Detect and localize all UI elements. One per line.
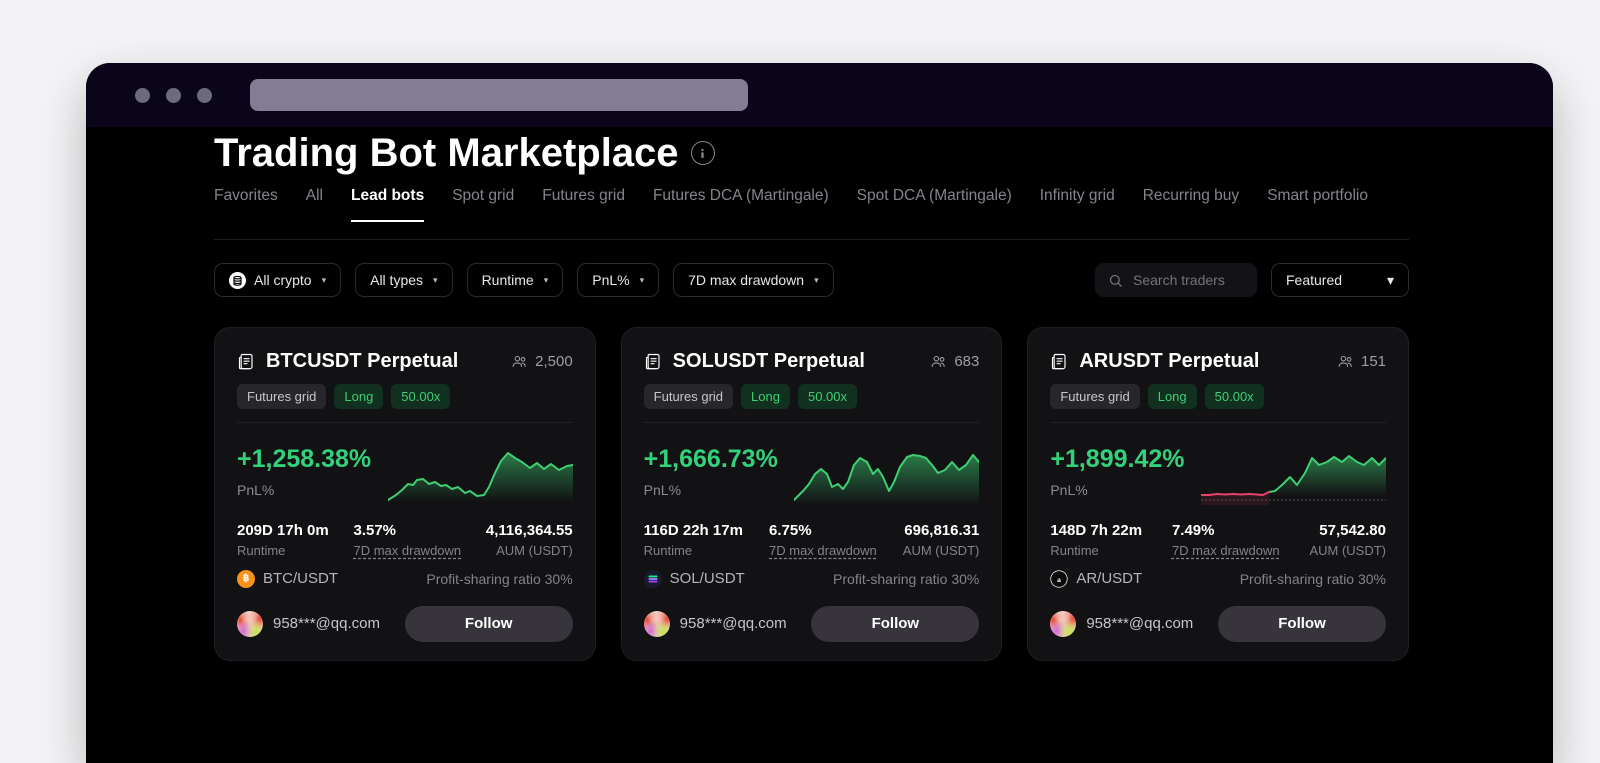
svg-text:a: a [1057,577,1061,584]
